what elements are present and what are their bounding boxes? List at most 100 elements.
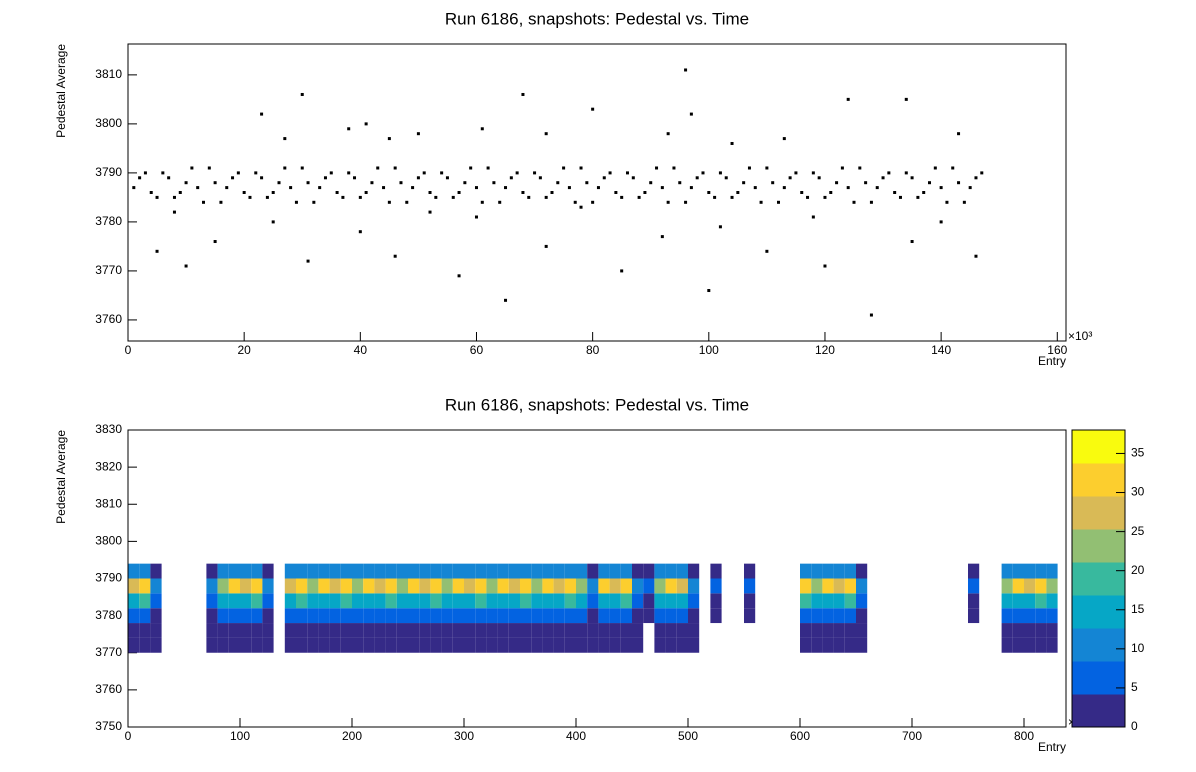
heat-cell — [162, 579, 173, 594]
heat-cell — [240, 563, 252, 579]
heat-cell — [878, 608, 889, 623]
heat-cell — [934, 608, 945, 623]
point — [434, 195, 438, 199]
heat-cell — [1035, 608, 1047, 624]
heat-cell — [542, 593, 554, 609]
heat-cell — [778, 579, 789, 594]
heat-cell — [1001, 608, 1013, 624]
heat-cell — [374, 563, 386, 579]
heat-cell — [901, 564, 912, 579]
heat-cell — [374, 623, 386, 638]
heat-cell — [654, 637, 666, 653]
x-tick-label: 100 — [230, 729, 250, 743]
heat-cell — [419, 608, 431, 624]
heat-cell — [676, 637, 688, 653]
heat-cell — [228, 578, 240, 594]
heat-cell — [665, 623, 677, 638]
heat-cell — [778, 593, 789, 608]
heat-cell — [374, 578, 386, 594]
point — [864, 181, 868, 185]
heat-cell — [430, 637, 442, 653]
heat-cell — [766, 608, 777, 623]
heat-cell — [430, 563, 442, 579]
heat-cell — [856, 637, 868, 653]
x-tick-label: 400 — [566, 729, 586, 743]
heat-cell — [946, 638, 957, 653]
heat-cell — [296, 593, 308, 609]
heat-cell — [206, 578, 218, 594]
point — [213, 240, 217, 244]
heat-cell — [587, 578, 599, 594]
heat-cell — [497, 637, 509, 653]
point — [196, 186, 200, 190]
point — [684, 68, 688, 72]
point — [974, 254, 978, 258]
heat-cell — [733, 608, 744, 623]
heat-cell — [553, 578, 565, 594]
point — [143, 171, 147, 175]
x-tick-label: 500 — [678, 729, 698, 743]
point — [416, 132, 420, 136]
heat-cell — [676, 563, 688, 579]
point — [341, 195, 345, 199]
heat-cell — [778, 638, 789, 653]
heat-cell — [990, 608, 1001, 623]
heat-cell — [744, 638, 755, 653]
heat-cell — [542, 578, 554, 594]
heat-cell — [240, 593, 252, 609]
heat-cell — [206, 563, 218, 579]
heat-cell — [385, 593, 397, 609]
heat-cell — [542, 563, 554, 579]
colorbar-band — [1072, 463, 1125, 497]
heat-cell — [722, 623, 733, 638]
x-tick-label: 120 — [815, 343, 835, 357]
z-tick-label: 20 — [1131, 563, 1145, 577]
heat-cell — [576, 608, 588, 624]
heat-cell — [128, 593, 140, 609]
heat-cell — [923, 623, 934, 638]
heat-cell — [699, 593, 710, 608]
heat-cell — [901, 638, 912, 653]
point — [649, 181, 653, 185]
heat-cell — [419, 637, 431, 653]
colorbar-band — [1072, 430, 1125, 464]
heat-cell — [867, 564, 878, 579]
point — [347, 127, 351, 131]
heat-cell — [452, 637, 464, 653]
point — [823, 195, 827, 199]
heat-cell — [912, 579, 923, 594]
heat-cell — [766, 638, 777, 653]
heat-cell — [890, 564, 901, 579]
heat-cell — [184, 608, 195, 623]
heat-cell — [789, 623, 800, 638]
x-axis-label: Entry — [1038, 354, 1066, 368]
point — [219, 200, 223, 204]
colorbar-frame — [1071, 429, 1126, 728]
heat-cell — [923, 638, 934, 653]
heat-cell — [307, 623, 319, 638]
heat-cell — [150, 637, 162, 653]
x-tick-label: 700 — [902, 729, 922, 743]
heat-cell — [396, 593, 408, 609]
x-tick-label: 300 — [454, 729, 474, 743]
x-tick-label: 80 — [586, 343, 600, 357]
colorbar-band — [1072, 529, 1125, 563]
heat-cell — [464, 578, 476, 594]
heat-cell — [710, 623, 721, 638]
heat-cell — [553, 563, 565, 579]
heat-cell — [352, 623, 364, 638]
point — [968, 186, 972, 190]
heat-cell — [957, 623, 968, 638]
heat-cell — [486, 578, 498, 594]
point — [416, 176, 420, 180]
heat-cell — [531, 637, 543, 653]
point — [858, 166, 862, 170]
heat-cell — [318, 637, 330, 653]
heat-cell — [733, 593, 744, 608]
heat-cell — [665, 563, 677, 579]
heat-cell — [150, 563, 162, 579]
heat-cell — [352, 637, 364, 653]
heat-cell — [508, 578, 520, 594]
heat-cell — [150, 623, 162, 638]
heat-cell — [139, 623, 151, 638]
